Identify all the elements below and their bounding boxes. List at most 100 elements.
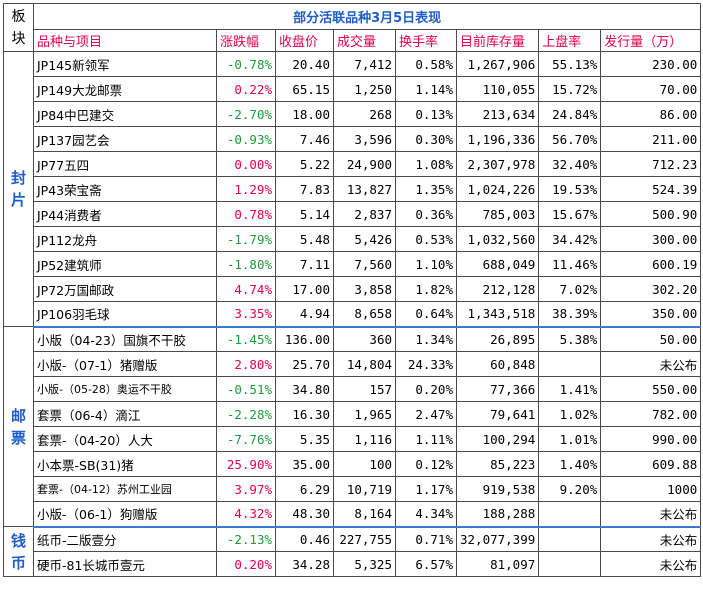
cell-volume: 3,596 bbox=[333, 126, 396, 152]
cell-issue: 300.00 bbox=[600, 226, 702, 252]
cell-change: -0.78% bbox=[216, 51, 276, 77]
section-label: 封片 bbox=[3, 51, 34, 327]
cell-listing: 24.84% bbox=[538, 101, 602, 127]
cell-listing: 19.53% bbox=[538, 176, 602, 202]
cell-stock: 1,024,226 bbox=[455, 176, 540, 202]
cell-name: JP149大龙邮票 bbox=[33, 76, 217, 102]
cell-issue: 302.20 bbox=[600, 276, 702, 302]
cell-issue: 1000 bbox=[600, 476, 702, 502]
cell-name: 套票（06-4）滴江 bbox=[33, 401, 217, 427]
cell-listing: 1.40% bbox=[538, 451, 602, 477]
cell-issue: 未公布 bbox=[600, 551, 702, 577]
cell-name: 套票-（04-20）人大 bbox=[33, 426, 217, 452]
table-row: 硬币-81长城币壹元 0.20% 34.28 5,325 6.57% 81,097 未公布 bbox=[4, 551, 702, 577]
header-issue: 发行量（万） bbox=[600, 29, 702, 52]
cell-listing bbox=[538, 526, 602, 552]
cell-turnover: 0.36% bbox=[395, 201, 457, 227]
cell-issue: 550.00 bbox=[600, 376, 702, 402]
cell-listing: 9.20% bbox=[538, 476, 602, 502]
cell-volume: 24,900 bbox=[333, 151, 396, 177]
cell-listing bbox=[538, 351, 602, 377]
cell-listing: 56.70% bbox=[538, 126, 602, 152]
cell-issue: 600.19 bbox=[600, 251, 702, 277]
header-turnover: 换手率 bbox=[395, 29, 457, 52]
cell-change: -0.51% bbox=[216, 376, 276, 402]
cell-name: JP52建筑师 bbox=[33, 251, 217, 277]
cell-name: 小版-（07-1）猪赠版 bbox=[33, 351, 217, 377]
cell-change: -0.93% bbox=[216, 126, 276, 152]
cell-change: 25.90% bbox=[216, 451, 276, 477]
cell-change: 0.78% bbox=[216, 201, 276, 227]
table-row: 钱币纸币-二版壹分 -2.13% 0.46 227,755 0.71% 32,077,39… bbox=[3, 526, 702, 577]
cell-volume: 7,560 bbox=[333, 251, 396, 277]
cell-turnover: 4.34% bbox=[395, 501, 457, 528]
cell-issue: 211.00 bbox=[600, 126, 702, 152]
cell-close: 20.40 bbox=[275, 51, 334, 77]
cell-listing: 38.39% bbox=[538, 301, 602, 328]
header-stock: 目前库存量 bbox=[455, 29, 540, 52]
cell-change: 0.22% bbox=[216, 76, 276, 102]
cell-listing: 15.67% bbox=[538, 201, 602, 227]
table-row: JP84中巴建交 -2.70% 18.00 268 0.13% 213,634 24.84%… bbox=[4, 101, 702, 127]
cell-issue: 70.00 bbox=[600, 76, 702, 102]
cell-close: 7.46 bbox=[275, 126, 334, 152]
cell-volume: 8,164 bbox=[333, 501, 396, 528]
cell-change: -2.70% bbox=[216, 101, 276, 127]
table-row: 邮票小版（04-23）国旗不干胶 -1.45% 136.00 360 1.34% 26,8… bbox=[3, 326, 702, 527]
table-title: 部分活联品种3月5日表现 bbox=[32, 3, 702, 30]
header-volume: 成交量 bbox=[333, 29, 396, 52]
table-row: 小版-（06-1）狗赠版 4.32% 48.30 8,164 4.34% 188,288 未… bbox=[4, 501, 702, 528]
cell-issue: 782.00 bbox=[600, 401, 702, 427]
cell-close: 6.29 bbox=[275, 476, 334, 502]
cell-turnover: 0.12% bbox=[395, 451, 457, 477]
cell-turnover: 0.71% bbox=[395, 526, 457, 552]
cell-stock: 785,003 bbox=[455, 201, 540, 227]
cell-name: JP84中巴建交 bbox=[33, 101, 217, 127]
cell-name: 小版-（06-1）狗赠版 bbox=[33, 501, 217, 528]
table-row: 封片 JP145新领军 -0.78% 20.40 7,412 0.58% 1,267,906… bbox=[3, 51, 702, 327]
cell-change: -1.45% bbox=[216, 326, 276, 352]
cell-stock: 1,343,518 bbox=[455, 301, 540, 328]
cell-name: 硬币-81长城币壹元 bbox=[33, 551, 217, 577]
cell-close: 7.11 bbox=[275, 251, 334, 277]
cell-name: 小本票-SB(31)猪 bbox=[33, 451, 217, 477]
cell-name: JP137园艺会 bbox=[33, 126, 217, 152]
cell-change: 3.35% bbox=[216, 301, 276, 328]
cell-close: 65.15 bbox=[275, 76, 334, 102]
cell-close: 18.00 bbox=[275, 101, 334, 127]
cell-volume: 360 bbox=[333, 326, 396, 352]
cell-listing bbox=[538, 501, 602, 528]
cell-issue: 350.00 bbox=[600, 301, 702, 328]
corner-label: 板块 bbox=[3, 3, 34, 52]
cell-volume: 3,858 bbox=[333, 276, 396, 302]
table-row: 套票（06-4）滴江 -2.28% 16.30 1,965 2.47% 79,641 1.0… bbox=[4, 401, 702, 427]
cell-change: 3.97% bbox=[216, 476, 276, 502]
cell-turnover: 0.30% bbox=[395, 126, 457, 152]
table-row: JP149大龙邮票 0.22% 65.15 1,250 1.14% 110,055 15.7… bbox=[4, 76, 702, 102]
cell-close: 34.80 bbox=[275, 376, 334, 402]
cell-close: 5.14 bbox=[275, 201, 334, 227]
cell-turnover: 1.14% bbox=[395, 76, 457, 102]
cell-issue: 230.00 bbox=[600, 51, 702, 77]
cell-close: 5.48 bbox=[275, 226, 334, 252]
cell-listing: 1.02% bbox=[538, 401, 602, 427]
cell-stock: 79,641 bbox=[455, 401, 540, 427]
cell-listing: 11.46% bbox=[538, 251, 602, 277]
cell-stock: 85,223 bbox=[455, 451, 540, 477]
cell-stock: 919,538 bbox=[455, 476, 540, 502]
table-row: JP112龙舟 -1.79% 5.48 5,426 0.53% 1,032,560 34.4… bbox=[4, 226, 702, 252]
cell-change: -2.28% bbox=[216, 401, 276, 427]
table-row: 小版-（05-28）奥运不干胶 -0.51% 34.80 157 0.20% 77,366… bbox=[4, 376, 702, 402]
cell-name: 小版（04-23）国旗不干胶 bbox=[33, 326, 217, 352]
cell-close: 16.30 bbox=[275, 401, 334, 427]
cell-volume: 13,827 bbox=[333, 176, 396, 202]
cell-turnover: 1.82% bbox=[395, 276, 457, 302]
cell-stock: 1,196,336 bbox=[455, 126, 540, 152]
table-row: 小本票-SB(31)猪 25.90% 35.00 100 0.12% 85,223 1.40… bbox=[4, 451, 702, 477]
cell-listing: 7.02% bbox=[538, 276, 602, 302]
cell-close: 5.22 bbox=[275, 151, 334, 177]
header-close: 收盘价 bbox=[275, 29, 334, 52]
cell-turnover: 0.53% bbox=[395, 226, 457, 252]
cell-name: JP72万国邮政 bbox=[33, 276, 217, 302]
cell-stock: 81,097 bbox=[455, 551, 540, 577]
